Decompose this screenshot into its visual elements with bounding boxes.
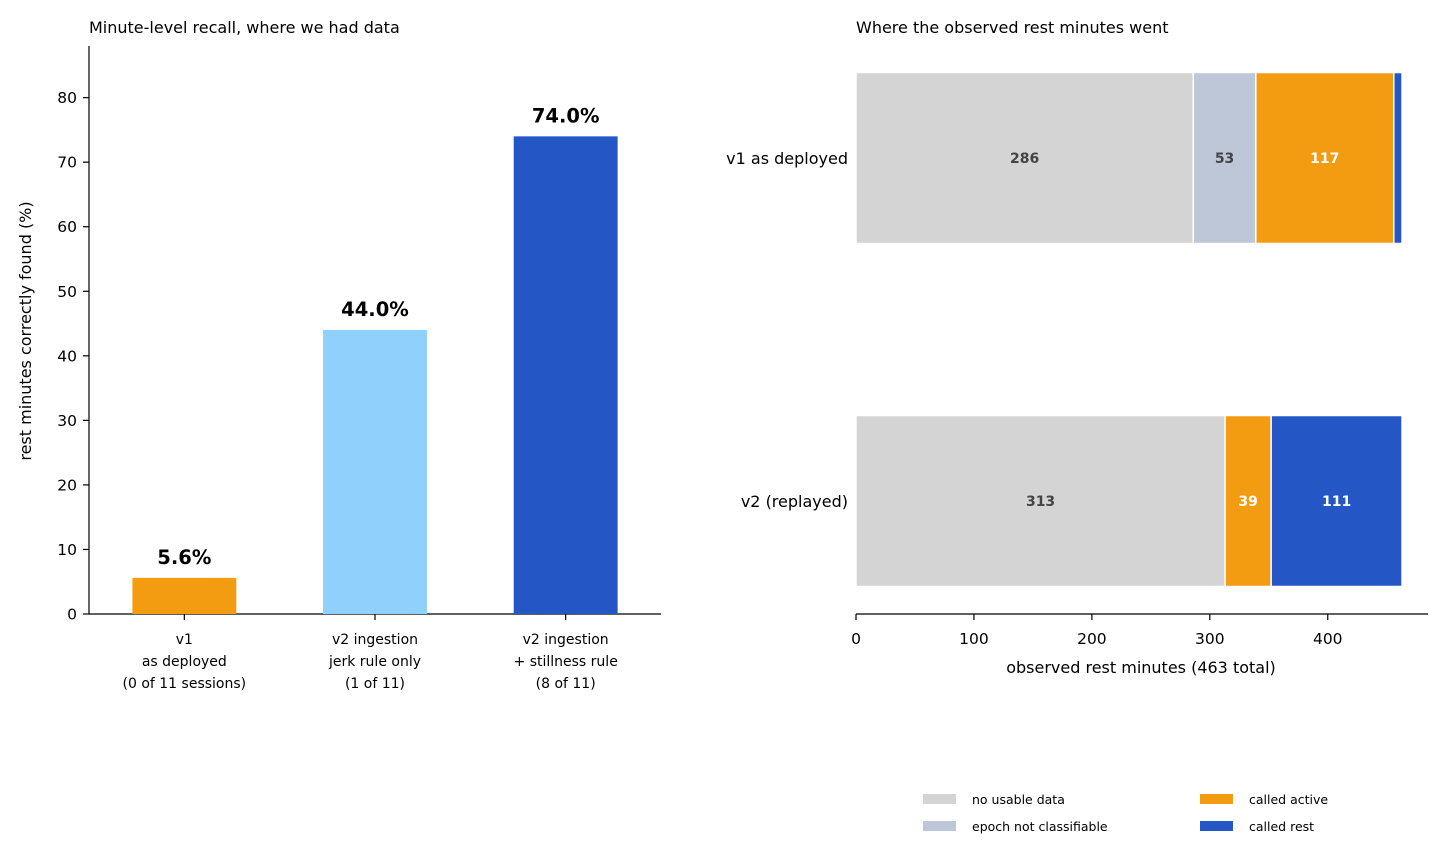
legend: no usable data epoch not classifiable call… [923,792,1328,834]
rest-minutes-x-axis-label: observed rest minutes (463 total) [1006,658,1276,677]
rest-minutes-x-tick-label: 300 [1195,630,1225,648]
rest-minutes-x-tick-label: 100 [959,630,989,648]
legend-label: called active [1249,792,1328,807]
recall-y-axis-label: rest minutes correctly found (%) [16,201,35,460]
rest-minutes-segment [1255,71,1395,245]
rest-minutes-segment-label: 117 [1310,151,1339,167]
rest-minutes-row-label: v2 (replayed) [741,492,848,511]
recall-category-label: v2 ingestion [332,632,418,648]
legend-swatch [1200,821,1233,831]
recall-y-tick-label: 30 [57,412,77,430]
rest-minutes-segment [855,414,1226,588]
rest-minutes-plot-area: 0 100 200 300 400 v1 as deployed 286 53 117 v2 (r… [726,71,1428,648]
recall-y-tick-label: 70 [57,154,77,172]
recall-y-tick-label: 80 [57,89,77,107]
rest-minutes-x-tick-label: 200 [1077,630,1107,648]
legend-label: no usable data [972,792,1065,807]
recall-category-label: jerk rule only [328,654,421,670]
recall-value-label: 74.0% [532,104,600,127]
recall-chart: Minute-level recall, where we had data 0… [16,18,661,692]
recall-y-tick-label: 40 [57,347,77,365]
recall-value-label: 44.0% [341,298,409,321]
rest-minutes-segment-label: 39 [1238,494,1257,510]
rest-minutes-chart: Where the observed rest minutes went 0 10… [726,18,1428,677]
recall-bar [132,577,237,614]
rest-minutes-segment-label: 286 [1010,151,1039,167]
recall-bar [513,136,618,614]
recall-category-label: v1 [176,632,193,648]
recall-value-label: 5.6% [157,546,211,569]
recall-category-label: (1 of 11) [345,676,405,692]
recall-y-tick-label: 10 [57,541,77,559]
recall-category-label: (8 of 11) [536,676,596,692]
legend-swatch [923,794,956,804]
recall-category-label: v2 ingestion [523,632,609,648]
rest-minutes-segment [1393,71,1403,245]
recall-y-tick-label: 0 [67,606,77,624]
recall-chart-title: Minute-level recall, where we had data [89,18,400,37]
rest-minutes-segment-label: 111 [1322,494,1351,510]
legend-label: epoch not classifiable [972,819,1108,834]
legend-swatch [1200,794,1233,804]
recall-plot-area: 0 10 20 30 40 50 60 70 80 5.6% v1 as deployed (0 of … [57,46,661,692]
rest-minutes-row-label: v1 as deployed [726,149,848,168]
recall-y-tick-label: 60 [57,218,77,236]
rest-minutes-segment-label: 53 [1215,151,1234,167]
recall-category-label: as deployed [142,654,227,670]
rest-minutes-segment [1192,71,1257,245]
recall-y-tick-label: 20 [57,476,77,494]
rest-minutes-segment [855,71,1195,245]
rest-minutes-x-tick-label: 0 [851,630,861,648]
recall-category-label: + stillness rule [514,654,618,670]
recall-bar [323,330,427,614]
legend-swatch [923,821,956,831]
rest-minutes-segment [1270,414,1403,588]
recall-category-label: (0 of 11 sessions) [123,676,247,692]
rest-minutes-x-tick-label: 400 [1313,630,1343,648]
recall-y-tick-label: 50 [57,283,77,301]
rest-minutes-chart-title: Where the observed rest minutes went [856,18,1169,37]
legend-label: called rest [1249,819,1314,834]
rest-minutes-segment-label: 313 [1026,494,1055,510]
